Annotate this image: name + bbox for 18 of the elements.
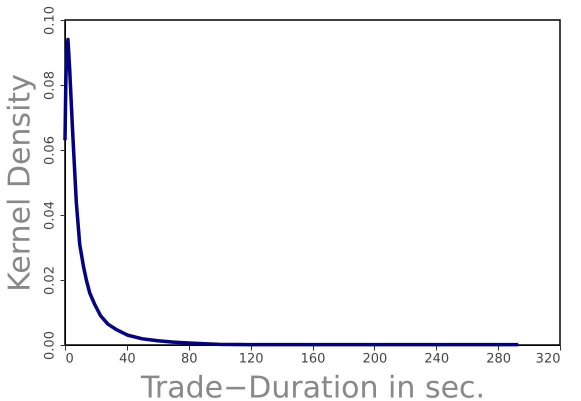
y-tick-label: 0.08 xyxy=(42,71,58,100)
x-tick-label: 160 xyxy=(300,352,326,366)
y-tick-label: 0.00 xyxy=(42,331,58,360)
x-tick-label: 80 xyxy=(180,352,198,366)
x-tick-label: 200 xyxy=(362,352,388,366)
x-axis-title: Trade−Duration in sec. xyxy=(140,370,486,401)
y-tick-label: 0.06 xyxy=(42,136,58,165)
line-series xyxy=(63,38,520,346)
x-tick-label: 120 xyxy=(238,352,264,366)
x-tick-label: 280 xyxy=(486,352,512,366)
y-axis-title: Kernel Density xyxy=(2,74,38,292)
x-tick-label: 0 xyxy=(66,352,74,366)
y-tick-label: 0.02 xyxy=(42,266,58,295)
x-tick-label: 320 xyxy=(536,352,560,366)
x-tick-label: 240 xyxy=(424,352,450,366)
y-tick-label: 0.04 xyxy=(42,201,58,230)
x-tick-label: 40 xyxy=(119,352,136,366)
y-tick-label: 0.10 xyxy=(42,6,58,35)
